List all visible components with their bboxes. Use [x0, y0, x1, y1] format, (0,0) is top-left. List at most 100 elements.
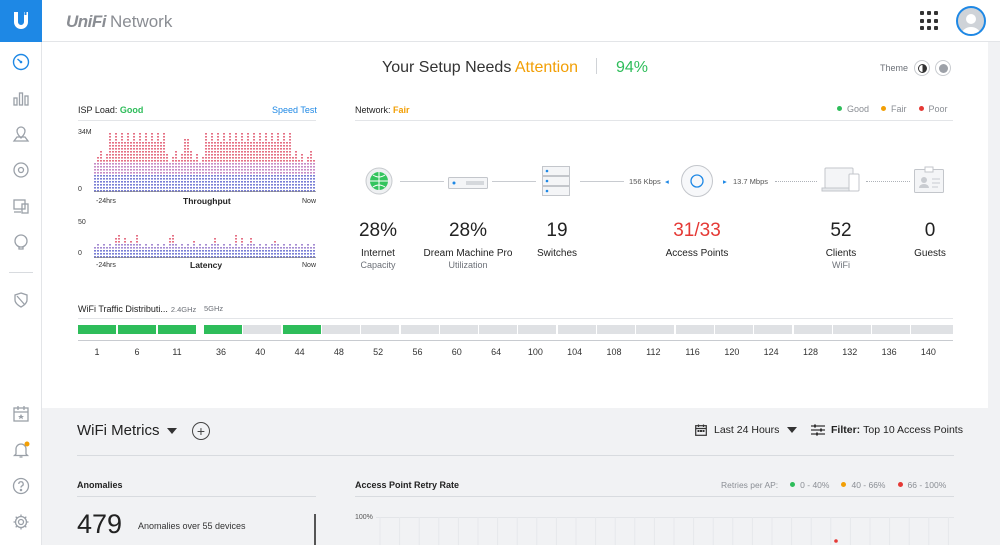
add-metric-button[interactable]: +: [192, 422, 210, 440]
anomalies-count: 479: [77, 509, 123, 539]
anomalies-bar: [314, 514, 316, 545]
guest-badge-icon[interactable]: [914, 166, 944, 199]
theme-contrast-icon[interactable]: [914, 60, 931, 76]
insights-icon[interactable]: [11, 232, 31, 252]
statistics-icon[interactable]: [11, 88, 31, 108]
events-calendar-icon[interactable]: [11, 404, 31, 424]
channel-24-bar: [78, 325, 116, 334]
wifi-traffic-label: WiFi Traffic Distributi...: [78, 304, 168, 314]
retry-rate-chart: [376, 517, 954, 545]
anomalies-description: Anomalies over 55 devices: [138, 521, 246, 531]
link-switch-uplink: [580, 181, 624, 182]
setup-headline: Your Setup Needs Attention 94%: [42, 58, 988, 77]
throughput-chart: [94, 133, 316, 192]
stat-switches[interactable]: 19 Switches: [497, 220, 617, 260]
gateway-icon[interactable]: [448, 176, 488, 194]
channel-5-label: 140: [920, 347, 936, 357]
stat-gateway-name: Dream Machine Pro: [423, 248, 513, 259]
isp-load-status: Good: [119, 105, 144, 115]
legend-fair: Fair: [881, 104, 907, 114]
stat-gateway-sub: Utilization: [448, 260, 488, 270]
globe-icon[interactable]: [364, 166, 394, 201]
brand-unifi: UniFi: [66, 12, 107, 31]
channel-5-label: 104: [567, 347, 583, 357]
wifi-metrics-dropdown[interactable]: WiFi Metrics: [77, 422, 177, 439]
ubiquiti-logo[interactable]: [0, 0, 42, 42]
throughput-title: Throughput: [183, 196, 231, 206]
stat-guests[interactable]: 0 Guests: [870, 220, 990, 260]
network-label: Network:: [355, 105, 391, 115]
channel-5-label: 52: [373, 347, 384, 357]
time-range-dropdown[interactable]: Last 24 Hours: [695, 424, 798, 436]
channel-5-bar: [754, 325, 793, 334]
throughput-x-end: Now: [302, 198, 317, 205]
isp-divider: [78, 120, 316, 121]
stat-clients[interactable]: 52 Clients WiFi: [781, 220, 901, 270]
theme-switcher: Theme: [880, 60, 952, 76]
throughput-y-min: 0: [78, 186, 82, 193]
app-brand: UniFi Network: [66, 12, 172, 32]
stat-gateway[interactable]: 28% Dream Machine Pro Utilization: [408, 220, 528, 270]
health-score: 94%: [615, 59, 648, 76]
channel-5-bar: [204, 325, 242, 334]
map-icon[interactable]: [11, 124, 31, 144]
chevron-down-icon: [166, 427, 177, 434]
time-range-value: Last 24 Hours: [714, 424, 780, 436]
channel-5-bar: [597, 325, 635, 334]
channel-5-bar: [832, 325, 871, 334]
retry-divider: [355, 496, 954, 497]
channel-5-bar: [282, 325, 321, 334]
settings-gear-icon[interactable]: [11, 512, 31, 532]
sidebar-divider: [9, 272, 33, 273]
top-bar: UniFi Network: [0, 0, 1000, 42]
ubiquiti-logo-icon: [14, 12, 28, 29]
link-ap-clients: [775, 181, 817, 182]
channel-24-label: 11: [172, 347, 182, 357]
stat-clients-sub: WiFi: [832, 260, 850, 270]
retry-legend-mid: 40 - 66%: [841, 480, 885, 490]
channel-24-bar: [158, 325, 196, 334]
channel-5-bar: [321, 325, 360, 334]
isp-load-label: ISP Load:: [78, 105, 118, 115]
link-gateway-switch: [492, 181, 536, 182]
latency-y-max: 50: [78, 219, 86, 226]
user-avatar[interactable]: [956, 6, 986, 36]
network-legend: Good Fair Poor: [837, 104, 948, 114]
threat-shield-icon[interactable]: [11, 290, 31, 310]
filter-label: Filter:: [831, 424, 861, 436]
stat-internet-name: Internet: [361, 248, 395, 259]
retry-legend-high: 66 - 100%: [898, 480, 947, 490]
stat-access-points[interactable]: 31/33 Access Points: [637, 220, 757, 260]
help-icon[interactable]: [11, 476, 31, 496]
filter-sliders-icon: [811, 424, 825, 436]
channel-5-label: 124: [763, 347, 779, 357]
clients-icon[interactable]: [11, 196, 31, 216]
channel-5-label: 132: [842, 347, 858, 357]
filter-control[interactable]: Filter: Top 10 Access Points: [811, 424, 963, 436]
channel-5-label: 44: [294, 347, 305, 357]
channel-5-label: 112: [646, 347, 661, 357]
anomalies-title: Anomalies: [77, 480, 123, 490]
chevron-down-icon: [787, 427, 798, 433]
throughput-y-max: 34M: [78, 129, 92, 136]
clients-device-icon[interactable]: [821, 166, 861, 199]
channel-5-label: 64: [491, 347, 502, 357]
alarm-bell-icon[interactable]: [11, 440, 31, 460]
theme-dark-icon[interactable]: [935, 60, 952, 76]
latency-y-min: 0: [78, 250, 82, 257]
channel-5-bar: [479, 325, 518, 334]
headline-prefix: Your Setup Needs: [382, 59, 512, 76]
speed-test-link[interactable]: Speed Test: [272, 105, 317, 115]
apps-grid-icon[interactable]: [920, 11, 940, 31]
link-clients-guests: [866, 181, 910, 182]
filter-value: Top 10 Access Points: [863, 424, 963, 436]
access-point-icon[interactable]: [680, 164, 714, 203]
channel-5-bar: [872, 325, 911, 334]
switch-icon[interactable]: [542, 166, 570, 201]
channel-5-label: 36: [215, 347, 226, 357]
network-title: Network: Fair: [355, 105, 410, 115]
devices-icon[interactable]: [11, 160, 31, 180]
channel-5-bar: [439, 325, 478, 334]
dashboard-icon[interactable]: [11, 52, 31, 72]
stat-internet[interactable]: 28% Internet Capacity: [318, 220, 438, 270]
